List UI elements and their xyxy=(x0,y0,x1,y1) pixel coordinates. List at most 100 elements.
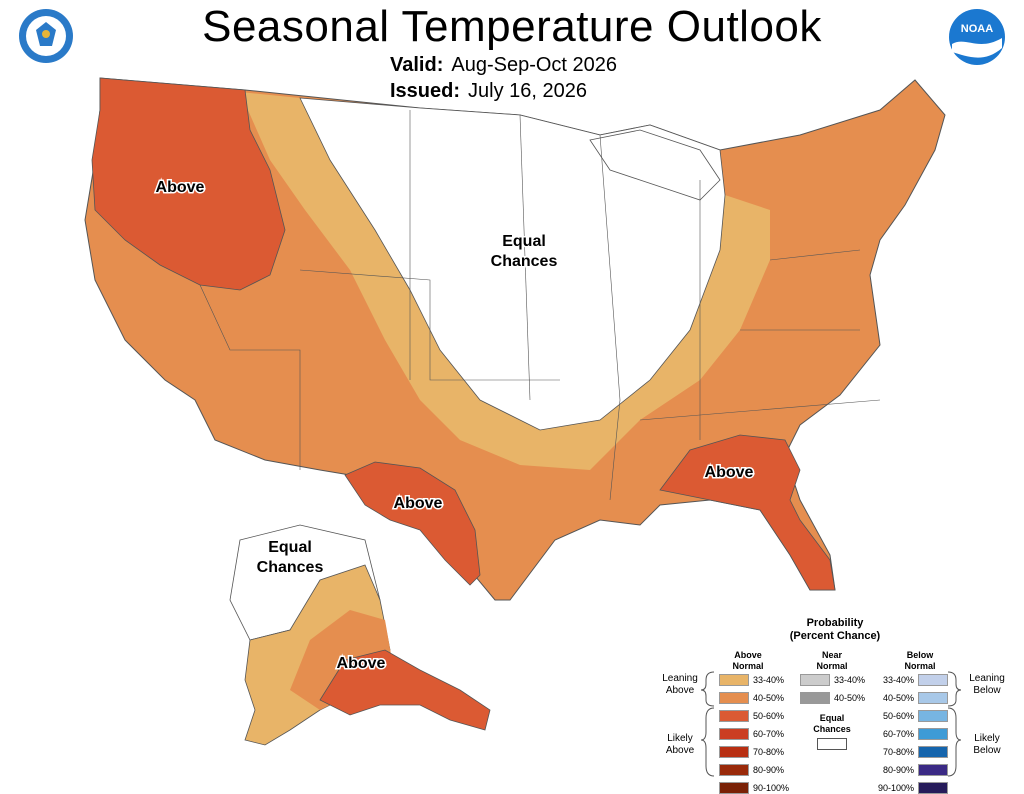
conus-region-above-50-60-southeast xyxy=(659,434,836,591)
legend-brace-left xyxy=(700,671,715,777)
department-of-commerce-seal-icon xyxy=(19,9,73,63)
legend-title-line1: Probability xyxy=(806,617,864,629)
legend-below-2: 50-60% xyxy=(876,710,948,722)
legend-above-4-swatch xyxy=(719,746,749,758)
legend-above-2: 50-60% xyxy=(719,710,784,722)
legend-near-0: 33-40% xyxy=(800,674,865,686)
page-title: Seasonal Temperature Outlook xyxy=(202,2,822,51)
legend-near-0-swatch xyxy=(800,674,830,686)
issued-label: Issued: xyxy=(390,80,461,102)
legend-below-0-swatch xyxy=(918,674,948,686)
legend-below-0-label: 33-40% xyxy=(882,675,914,685)
legend-below-5-label: 80-90% xyxy=(882,765,914,775)
label-alaska-equal: Equal xyxy=(268,539,312,556)
alaska-region-above-50-60 xyxy=(319,649,491,731)
legend-above-3: 60-70% xyxy=(719,728,784,740)
legend-likely-below-2: Below xyxy=(973,745,1001,756)
legend-below-4-swatch xyxy=(918,746,948,758)
legend-likely-above: Likely Above xyxy=(655,733,705,757)
legend-above-3-swatch xyxy=(719,728,749,740)
legend-below-1-swatch xyxy=(918,692,948,704)
valid-label: Valid: xyxy=(390,54,444,76)
issued-value: July 16, 2026 xyxy=(468,80,588,102)
legend-above-0-swatch xyxy=(719,674,749,686)
legend-equal-1: Equal xyxy=(819,713,845,723)
valid-line: Valid: Aug-Sep-Oct 2026 xyxy=(390,54,617,77)
legend-above-2-swatch xyxy=(719,710,749,722)
legend-below-header-1: Below xyxy=(906,650,934,660)
legend-below-2-label: 50-60% xyxy=(882,711,914,721)
legend-brace-right xyxy=(947,671,962,777)
conus-region-equal-chances xyxy=(299,97,726,431)
legend-above-5-swatch xyxy=(719,764,749,776)
conus-region-above-50-60-texas xyxy=(344,461,481,586)
legend-below-2-swatch xyxy=(918,710,948,722)
legend-title: Probability (Percent Chance) xyxy=(770,617,900,643)
legend-near-header-2: Normal xyxy=(816,661,848,671)
legend-equal-chances-label: Equal Chances xyxy=(807,713,857,735)
legend-near-1: 40-50% xyxy=(800,692,865,704)
alaska-region-above-40-50 xyxy=(290,610,392,710)
legend-near-1-swatch xyxy=(800,692,830,704)
legend-below-3: 60-70% xyxy=(876,728,948,740)
legend-above-4-label: 70-80% xyxy=(753,747,785,757)
noaa-logo-icon: NOAA xyxy=(949,9,1005,65)
legend-below-5: 80-90% xyxy=(876,764,948,776)
state-boundaries xyxy=(199,110,881,501)
legend-equal-chances-swatch xyxy=(817,738,847,750)
legend-above-1-swatch xyxy=(719,692,749,704)
legend-above-1-label: 40-50% xyxy=(753,693,785,703)
label-texas-above: Above xyxy=(394,495,443,512)
legend-near-0-label: 33-40% xyxy=(834,675,866,685)
legend-above-4: 70-80% xyxy=(719,746,784,758)
legend-above-6: 90-100% xyxy=(719,782,789,794)
legend-equal-2: Chances xyxy=(813,724,851,734)
noaa-logo-text: NOAA xyxy=(961,23,993,35)
legend-below-6-label: 90-100% xyxy=(877,783,914,793)
legend-leaning-below-1: Leaning xyxy=(969,673,1005,684)
legend-below-header: Below Normal xyxy=(885,650,955,672)
legend-likely-below-1: Likely xyxy=(974,733,1000,744)
label-central-equal: Equal xyxy=(502,233,546,250)
legend-below-6-swatch xyxy=(918,782,948,794)
legend-likely-below: Likely Below xyxy=(962,733,1012,757)
label-alaska-above: Above xyxy=(337,655,386,672)
legend-above-5-label: 80-90% xyxy=(753,765,785,775)
conus-region-above-50-60-northwest xyxy=(91,77,286,291)
legend-above-6-swatch xyxy=(719,782,749,794)
issued-line: Issued: July 16, 2026 xyxy=(390,80,587,103)
label-southeast-above: Above xyxy=(705,464,754,481)
legend-above-2-label: 50-60% xyxy=(753,711,785,721)
legend-above-header-1: Above xyxy=(734,650,762,660)
legend-leaning-above-2: Above xyxy=(665,685,695,696)
legend-leaning-below-2: Below xyxy=(973,685,1001,696)
valid-value: Aug-Sep-Oct 2026 xyxy=(451,54,618,76)
legend-leaning-above: Leaning Above xyxy=(655,673,705,697)
legend-above-5: 80-90% xyxy=(719,764,784,776)
legend-above-6-label: 90-100% xyxy=(753,783,790,793)
label-northwest-above: Above xyxy=(156,179,205,196)
legend-above-0-label: 33-40% xyxy=(753,675,785,685)
legend-below-header-2: Normal xyxy=(904,661,936,671)
legend-likely-above-1: Likely xyxy=(667,733,693,744)
legend-title-line2: (Percent Chance) xyxy=(789,630,881,642)
legend-near-header: Near Normal xyxy=(797,650,867,672)
label-central-chances: Chances xyxy=(491,253,558,270)
legend-below-4-label: 70-80% xyxy=(882,747,914,757)
legend-above-header-2: Normal xyxy=(732,661,764,671)
legend-above-3-label: 60-70% xyxy=(753,729,785,739)
legend-below-1-label: 40-50% xyxy=(882,693,914,703)
legend-above-0: 33-40% xyxy=(719,674,784,686)
legend-below-4: 70-80% xyxy=(876,746,948,758)
legend-likely-above-2: Above xyxy=(665,745,695,756)
legend-leaning-above-1: Leaning xyxy=(662,673,698,684)
legend-below-3-label: 60-70% xyxy=(882,729,914,739)
legend-near-header-1: Near xyxy=(821,650,842,660)
conus-region-above-33-40 xyxy=(240,92,770,470)
legend-near-1-label: 40-50% xyxy=(834,693,866,703)
legend-below-1: 40-50% xyxy=(876,692,948,704)
legend-below-6: 90-100% xyxy=(876,782,948,794)
legend-above-1: 40-50% xyxy=(719,692,784,704)
legend-leaning-below: Leaning Below xyxy=(962,673,1012,697)
